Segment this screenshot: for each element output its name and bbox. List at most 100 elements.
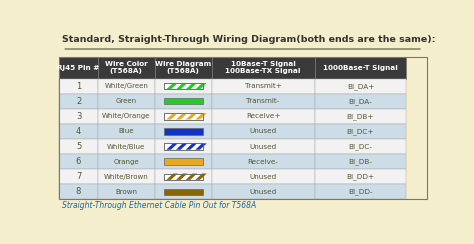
Bar [164, 143, 202, 150]
Polygon shape [195, 83, 207, 89]
Bar [164, 83, 202, 89]
Bar [59, 184, 98, 199]
Text: Brown: Brown [115, 189, 137, 195]
Bar [59, 124, 98, 139]
Bar [98, 154, 155, 169]
Polygon shape [176, 173, 187, 180]
Bar [164, 189, 202, 195]
Text: Transmit-: Transmit- [246, 98, 280, 104]
Text: Unused: Unused [249, 128, 277, 134]
Text: BI_DC+: BI_DC+ [346, 128, 374, 135]
Bar [212, 79, 315, 94]
Bar [212, 94, 315, 109]
Bar [315, 139, 406, 154]
Text: BI_DA-: BI_DA- [348, 98, 373, 105]
Polygon shape [176, 83, 187, 89]
Bar [315, 184, 406, 199]
Text: Blue: Blue [118, 128, 134, 134]
Bar [98, 184, 155, 199]
Text: White/Blue: White/Blue [107, 143, 146, 150]
Bar [315, 79, 406, 94]
Text: White/Green: White/Green [104, 83, 148, 89]
Bar [212, 184, 315, 199]
Polygon shape [195, 113, 207, 120]
Bar [155, 57, 212, 79]
Text: 5: 5 [76, 142, 81, 151]
Bar [164, 158, 202, 165]
Bar [212, 169, 315, 184]
Bar [164, 143, 202, 150]
Bar [164, 113, 202, 120]
Bar [155, 94, 212, 109]
Bar [155, 79, 212, 94]
Bar [98, 94, 155, 109]
Bar [98, 57, 155, 79]
Bar [59, 169, 98, 184]
Bar [315, 109, 406, 124]
Text: Orange: Orange [113, 159, 139, 165]
Text: BI_DB+: BI_DB+ [346, 113, 374, 120]
Text: Wire Color
(T568A): Wire Color (T568A) [105, 61, 148, 74]
Text: 1000Base-T Signal: 1000Base-T Signal [323, 65, 398, 71]
Polygon shape [166, 83, 178, 89]
Bar [212, 154, 315, 169]
Text: Unused: Unused [249, 143, 277, 150]
Bar [59, 57, 427, 199]
Text: 7: 7 [76, 172, 81, 181]
Polygon shape [195, 143, 207, 150]
Text: Unused: Unused [249, 189, 277, 195]
Polygon shape [186, 83, 197, 89]
Text: Standard, Straight-Through Wiring Diagram(both ends are the same):: Standard, Straight-Through Wiring Diagra… [62, 35, 436, 44]
Bar [155, 184, 212, 199]
Bar [164, 113, 202, 120]
Bar [98, 139, 155, 154]
Bar [98, 79, 155, 94]
Bar [315, 169, 406, 184]
Text: 1: 1 [76, 82, 81, 91]
Text: Wire Diagram
(T568A): Wire Diagram (T568A) [155, 61, 211, 74]
Text: Unused: Unused [249, 174, 277, 180]
Bar [98, 124, 155, 139]
Polygon shape [195, 173, 207, 180]
Bar [155, 109, 212, 124]
Text: Green: Green [116, 98, 137, 104]
Bar [98, 169, 155, 184]
Text: Straight-Through Ethernet Cable Pin Out for T568A: Straight-Through Ethernet Cable Pin Out … [62, 201, 256, 210]
Bar [155, 169, 212, 184]
Polygon shape [176, 113, 187, 120]
Text: Receive+: Receive+ [246, 113, 281, 119]
Text: 3: 3 [76, 112, 81, 121]
Bar [155, 139, 212, 154]
Bar [164, 173, 202, 180]
Bar [212, 139, 315, 154]
Text: 8: 8 [76, 187, 81, 196]
Bar [164, 128, 202, 135]
Polygon shape [186, 143, 197, 150]
Text: 6: 6 [76, 157, 81, 166]
Bar [59, 109, 98, 124]
Text: White/Brown: White/Brown [104, 174, 149, 180]
Bar [155, 124, 212, 139]
Text: Receive-: Receive- [247, 159, 279, 165]
Bar [164, 173, 202, 180]
Polygon shape [186, 113, 197, 120]
Text: 10Base-T Signal
100Base-TX Signal: 10Base-T Signal 100Base-TX Signal [226, 61, 301, 74]
Bar [212, 109, 315, 124]
Bar [315, 94, 406, 109]
Bar [59, 139, 98, 154]
Bar [164, 98, 202, 104]
Bar [59, 94, 98, 109]
Text: Transmit+: Transmit+ [245, 83, 282, 89]
Bar [59, 57, 98, 79]
Polygon shape [176, 143, 187, 150]
Text: White/Orange: White/Orange [102, 113, 150, 119]
Bar [155, 154, 212, 169]
Polygon shape [166, 113, 178, 120]
Bar [315, 124, 406, 139]
Text: BI_DD-: BI_DD- [348, 188, 373, 195]
Text: BI_DA+: BI_DA+ [347, 83, 374, 90]
Text: 4: 4 [76, 127, 81, 136]
Bar [164, 83, 202, 89]
Polygon shape [186, 173, 197, 180]
Text: BI_DD+: BI_DD+ [346, 173, 374, 180]
